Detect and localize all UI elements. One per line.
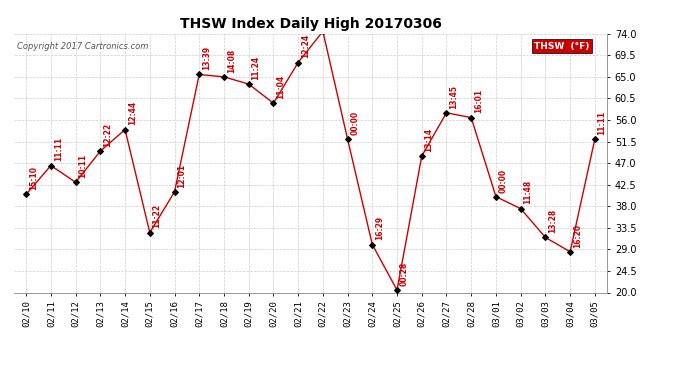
Point — [21, 191, 32, 197]
Point — [317, 28, 328, 34]
Text: 12:01: 12:01 — [177, 164, 186, 188]
Text: 11:11: 11:11 — [598, 111, 607, 135]
Point — [466, 115, 477, 121]
Text: 16:29: 16:29 — [375, 216, 384, 240]
Point — [194, 72, 205, 78]
Text: 13:14: 13:14 — [424, 128, 433, 152]
Point — [169, 189, 180, 195]
Text: 10:11: 10:11 — [79, 154, 88, 178]
Point — [119, 127, 130, 133]
Text: 12:22: 12:22 — [103, 123, 112, 147]
Text: 11:04: 11:04 — [276, 75, 285, 99]
Point — [342, 136, 353, 142]
Point — [243, 81, 254, 87]
Text: 00:00: 00:00 — [351, 111, 359, 135]
Text: 12:24: 12:24 — [301, 34, 310, 58]
Title: THSW Index Daily High 20170306: THSW Index Daily High 20170306 — [179, 17, 442, 31]
Point — [293, 60, 304, 66]
Point — [391, 287, 402, 293]
Text: 14:08: 14:08 — [227, 48, 236, 73]
Point — [46, 162, 57, 168]
Text: 16:20: 16:20 — [573, 224, 582, 248]
Text: 11:22: 11:22 — [152, 204, 161, 228]
Point — [268, 100, 279, 106]
Text: 12:56: 12:56 — [0, 374, 1, 375]
Point — [367, 242, 378, 248]
Text: 11:24: 11:24 — [251, 56, 260, 80]
Text: 13:28: 13:28 — [548, 209, 557, 233]
Text: 13:39: 13:39 — [202, 46, 211, 70]
Point — [144, 230, 155, 236]
Text: THSW  (°F): THSW (°F) — [534, 42, 589, 51]
Point — [491, 194, 502, 200]
Point — [416, 153, 427, 159]
Point — [441, 110, 452, 116]
Text: 16:01: 16:01 — [474, 89, 483, 114]
Point — [219, 74, 230, 80]
Point — [70, 179, 81, 185]
Point — [589, 136, 600, 142]
Point — [540, 234, 551, 240]
Point — [95, 148, 106, 154]
Text: 15:10: 15:10 — [29, 166, 38, 190]
Text: 00:28: 00:28 — [400, 262, 408, 286]
Point — [564, 249, 575, 255]
Text: 00:00: 00:00 — [499, 168, 508, 192]
Text: 11:11: 11:11 — [54, 137, 63, 161]
Text: Copyright 2017 Cartronics.com: Copyright 2017 Cartronics.com — [17, 42, 148, 51]
Text: 13:45: 13:45 — [449, 85, 458, 109]
Point — [515, 206, 526, 212]
Text: 11:48: 11:48 — [524, 180, 533, 204]
Text: 12:44: 12:44 — [128, 101, 137, 125]
